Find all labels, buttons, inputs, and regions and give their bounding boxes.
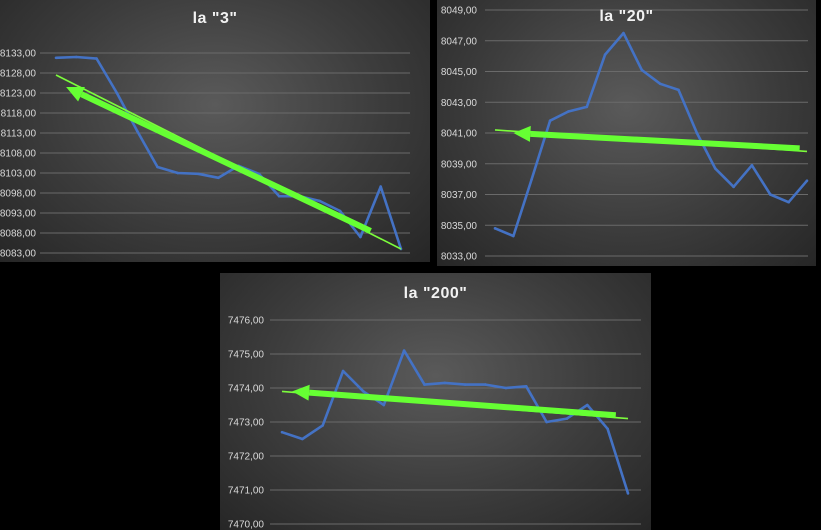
data-point	[156, 165, 159, 169]
data-point	[750, 163, 754, 167]
chart-panel-200: 7476,00 7475,00 7474,00 7473,00 7472,00 7471,…	[220, 273, 651, 530]
data-point	[658, 82, 662, 86]
data-point	[115, 91, 119, 95]
y-tick-label: 8098,00	[0, 189, 36, 200]
chart-3-plot: 8133,00 8128,00 8123,00 8118,00 8113,00 8108,…	[0, 49, 410, 260]
data-point	[362, 390, 365, 393]
y-tick-label: 8037,00	[441, 190, 478, 201]
y-tick-label: 8045,00	[441, 67, 478, 78]
chart-panel-3: 8133,00 8128,00 8123,00 8118,00 8113,00 8108,…	[0, 0, 430, 262]
y-tick-label: 8088,00	[0, 229, 36, 240]
y-tick-label: 8093,00	[0, 209, 36, 220]
series-line	[494, 31, 808, 238]
y-tick-label: 8108,00	[0, 149, 36, 160]
data-point	[321, 424, 325, 427]
y-tick-label: 7475,00	[228, 350, 265, 361]
data-point	[484, 383, 487, 386]
data-point	[548, 119, 552, 122]
y-tick-label: 8123,00	[0, 89, 36, 100]
y-tick-label: 7474,00	[228, 384, 265, 395]
series-line	[281, 349, 630, 494]
data-point	[524, 385, 528, 388]
data-point	[677, 88, 680, 92]
y-tick-label: 8041,00	[441, 129, 478, 140]
y-tick-label: 8047,00	[441, 36, 478, 47]
data-point	[512, 234, 515, 238]
arrow-body	[308, 389, 617, 419]
data-point	[732, 185, 735, 189]
data-point	[196, 172, 200, 176]
data-point	[603, 53, 607, 56]
data-point	[359, 235, 362, 239]
y-tick-label: 8035,00	[441, 221, 478, 232]
data-point	[606, 427, 609, 431]
data-point	[95, 57, 98, 60]
data-point	[217, 176, 220, 180]
data-point	[135, 129, 139, 133]
arrow-head	[292, 384, 310, 401]
y-tick-label: 8113,00	[1, 129, 37, 140]
y-tick-label: 8039,00	[441, 159, 478, 170]
data-point	[280, 430, 284, 434]
data-point	[341, 369, 345, 373]
data-point	[622, 31, 625, 35]
arrow-body	[530, 130, 800, 152]
data-point	[379, 185, 383, 188]
data-point	[423, 383, 426, 386]
y-tick-label: 7470,00	[228, 520, 265, 530]
data-point	[530, 177, 534, 181]
y-tick-label: 8118,00	[1, 109, 37, 120]
data-point	[585, 403, 589, 407]
data-point	[318, 199, 322, 203]
chart-200-plot: 7476,00 7475,00 7474,00 7473,00 7472,00 7471,…	[228, 316, 641, 530]
data-point	[545, 420, 548, 424]
data-point	[176, 171, 180, 175]
chart-panel-20: 8049,00 8047,00 8045,00 8043,00 8041,00 8039,…	[437, 0, 816, 266]
data-point	[277, 194, 281, 198]
y-tick-label: 8128,00	[0, 69, 36, 80]
y-tick-label: 8133,00	[0, 49, 36, 60]
y-tick-label: 8043,00	[441, 98, 478, 109]
data-point	[567, 110, 570, 113]
y-tick-label: 7472,00	[228, 452, 265, 463]
data-point	[640, 68, 644, 72]
data-point	[257, 172, 261, 176]
data-point	[54, 56, 58, 60]
data-point	[301, 437, 304, 441]
chart-20-plot: 8049,00 8047,00 8045,00 8043,00 8041,00 8039,…	[441, 6, 809, 263]
data-point	[695, 131, 699, 135]
data-point	[74, 55, 78, 59]
y-tick-label: 8083,00	[0, 249, 36, 260]
arrow-head	[513, 125, 531, 142]
data-point	[565, 417, 569, 420]
data-point	[402, 349, 406, 352]
y-tick-label: 8103,00	[0, 169, 36, 180]
arrow-body	[80, 91, 372, 234]
y-tick-label: 7473,00	[228, 418, 265, 429]
data-point	[382, 403, 386, 407]
data-point	[768, 193, 772, 196]
y-tick-label: 7476,00	[228, 316, 265, 327]
data-point	[338, 209, 342, 213]
chart-200-title: la "200"	[403, 285, 468, 302]
data-point	[805, 179, 809, 182]
data-point	[713, 167, 717, 170]
data-point	[493, 227, 497, 230]
data-point	[463, 383, 467, 386]
data-point	[443, 381, 447, 385]
data-point	[504, 386, 508, 390]
y-tick-label: 7471,00	[228, 486, 265, 497]
y-tick-label: 8049,00	[441, 6, 478, 17]
chart-20-title: la "20"	[599, 8, 654, 25]
chart-3-title: la "3"	[192, 10, 238, 27]
data-point	[585, 105, 589, 109]
y-tick-label: 8033,00	[441, 252, 478, 263]
arrow-head	[66, 87, 85, 102]
data-point	[787, 200, 790, 204]
data-point	[626, 492, 630, 495]
